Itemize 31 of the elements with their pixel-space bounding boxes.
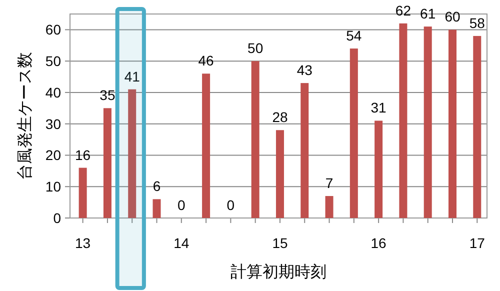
data-label: 0 <box>178 197 186 213</box>
data-label: 50 <box>248 40 264 56</box>
data-label: 35 <box>100 87 116 104</box>
y-tick-label: 0 <box>53 210 62 226</box>
data-label: 6 <box>152 178 161 194</box>
y-tick-label: 10 <box>45 178 62 195</box>
x-axis-title: 計算初期時刻 <box>230 263 326 281</box>
data-label: 41 <box>124 68 140 84</box>
data-label: 43 <box>296 62 313 78</box>
y-axis-title: 台風発生ケース数 <box>16 52 34 180</box>
data-label: 31 <box>370 100 387 116</box>
x-tick-label: 15 <box>272 235 288 251</box>
x-tick-label: 14 <box>174 235 190 251</box>
x-tick-label: 13 <box>75 235 91 251</box>
x-tick-label: 16 <box>370 235 387 251</box>
data-label: 61 <box>420 6 436 22</box>
y-tick-label: 40 <box>45 84 62 100</box>
data-label: 16 <box>75 146 91 163</box>
data-label: 46 <box>198 52 214 69</box>
y-tick-label: 50 <box>45 53 62 70</box>
y-tick-label: 60 <box>45 22 62 38</box>
data-label: 0 <box>226 197 235 213</box>
y-tick-label: 30 <box>45 116 62 132</box>
data-label: 62 <box>395 2 412 18</box>
data-label: 60 <box>444 8 460 25</box>
x-tick-label: 17 <box>469 235 486 251</box>
y-tick-label: 20 <box>45 147 62 164</box>
data-label: 7 <box>325 175 334 192</box>
data-label: 58 <box>469 14 486 31</box>
data-label: 28 <box>272 109 288 126</box>
data-label: 54 <box>346 28 362 44</box>
